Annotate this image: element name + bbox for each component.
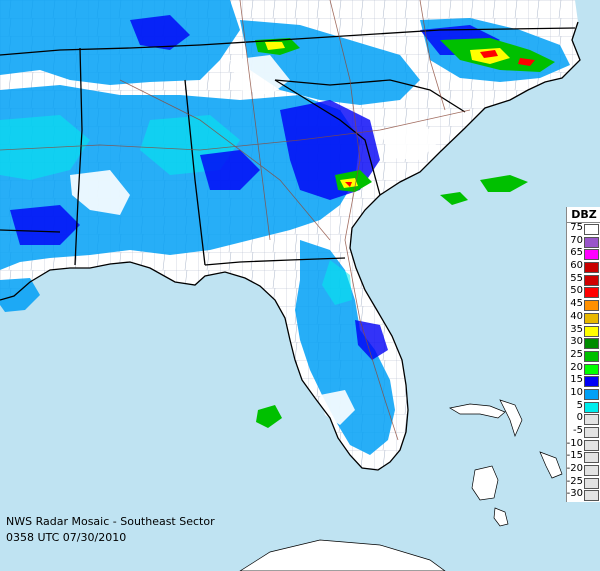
legend-entry-label: -15 <box>566 450 583 462</box>
legend-entry-swatch <box>584 287 599 299</box>
legend-entry-label: -20 <box>566 463 583 475</box>
legend-entry-swatch <box>584 439 599 451</box>
legend-entry: 45 <box>567 298 600 312</box>
legend-entry-label: 5 <box>576 399 583 411</box>
legend-entry: -5 <box>567 425 600 439</box>
legend-entry: -30 <box>566 488 600 503</box>
legend-entry: 40 <box>567 310 600 325</box>
legend-entry-label: 10 <box>570 386 583 398</box>
legend-entry: -10 <box>566 437 600 452</box>
legend-rows: 75 70 65 60 55 50 45 40 35 30 25 20 15 10 5 0 -5 -10 -15 -2… <box>566 222 600 503</box>
legend-entry-label: 35 <box>570 323 583 335</box>
legend-entry: 60 <box>567 260 600 274</box>
precip-red <box>345 50 535 187</box>
legend-entry-swatch <box>584 388 599 400</box>
legend-entry-label: 25 <box>570 348 583 360</box>
legend-entry-label: 15 <box>570 374 583 386</box>
legend-entry-swatch <box>584 325 599 337</box>
legend-entry-swatch <box>584 274 599 286</box>
state-borders <box>0 27 576 266</box>
legend-entry: 25 <box>567 348 600 363</box>
legend-entry: 65 <box>567 247 600 262</box>
legend-entry-label: 0 <box>576 412 583 424</box>
legend-entry: -25 <box>566 475 600 490</box>
legend-entry: 15 <box>567 374 600 388</box>
legend-entry-label: -25 <box>566 475 583 487</box>
legend-entry-swatch <box>584 465 599 477</box>
legend-entry: 0 <box>567 412 600 426</box>
legend-entry-label: 55 <box>570 272 583 284</box>
legend-entry: 75 <box>567 222 600 236</box>
coastline <box>0 21 581 471</box>
legend-entry-swatch <box>584 363 599 375</box>
legend-title: DBZ <box>567 207 600 223</box>
islands <box>239 399 563 571</box>
legend-entry-label: 45 <box>570 298 583 310</box>
legend-entry-swatch <box>584 236 599 248</box>
legend-entry: 20 <box>567 361 600 376</box>
legend-entry-swatch <box>584 376 599 388</box>
legend-entry-swatch <box>584 312 599 324</box>
legend-entry-swatch <box>584 300 599 312</box>
legend-entry: 35 <box>567 323 600 338</box>
legend-entry-label: -10 <box>566 437 583 449</box>
legend-entry: 5 <box>567 399 600 414</box>
legend-entry-swatch <box>584 490 599 502</box>
map-caption: NWS Radar Mosaic - Southeast Sector 0358… <box>6 514 215 546</box>
legend-entry-label: -30 <box>566 488 583 500</box>
legend-entry-swatch <box>584 401 599 413</box>
highways <box>0 0 471 441</box>
caption-timestamp: 0358 UTC 07/30/2010 <box>6 531 127 544</box>
legend-entry-label: -5 <box>573 425 583 436</box>
legend-entry-label: 70 <box>570 234 583 246</box>
legend-entry-swatch <box>584 477 599 489</box>
legend-entry-swatch <box>584 414 599 426</box>
caption-title: NWS Radar Mosaic - Southeast Sector <box>6 515 215 528</box>
legend-entry: -20 <box>566 463 600 477</box>
legend-entry-swatch <box>584 427 599 438</box>
legend-entry-swatch <box>584 262 599 274</box>
legend-entry: 55 <box>567 272 600 287</box>
legend-entry-swatch <box>584 350 599 362</box>
legend-entry-swatch <box>584 338 599 350</box>
legend-entry-label: 40 <box>570 310 583 322</box>
legend-entry-label: 65 <box>570 247 583 259</box>
legend-entry-label: 50 <box>570 285 583 297</box>
dbz-legend: DBZ 75 70 65 60 55 50 45 40 35 30 25 20 15 10 5 0 -5 -10-… <box>566 207 600 503</box>
legend-entry-label: 60 <box>570 260 583 272</box>
legend-entry-swatch <box>584 452 599 464</box>
legend-entry-swatch <box>584 249 599 261</box>
legend-entry: -15 <box>566 450 600 465</box>
legend-entry-swatch <box>584 224 599 235</box>
legend-entry: 10 <box>567 386 600 401</box>
legend-entry-label: 30 <box>570 336 583 348</box>
legend-entry: 70 <box>567 234 600 249</box>
legend-entry-label: 20 <box>570 361 583 373</box>
legend-entry: 50 <box>567 285 600 300</box>
legend-entry-label: 75 <box>570 222 583 233</box>
legend-entry: 30 <box>567 336 600 350</box>
